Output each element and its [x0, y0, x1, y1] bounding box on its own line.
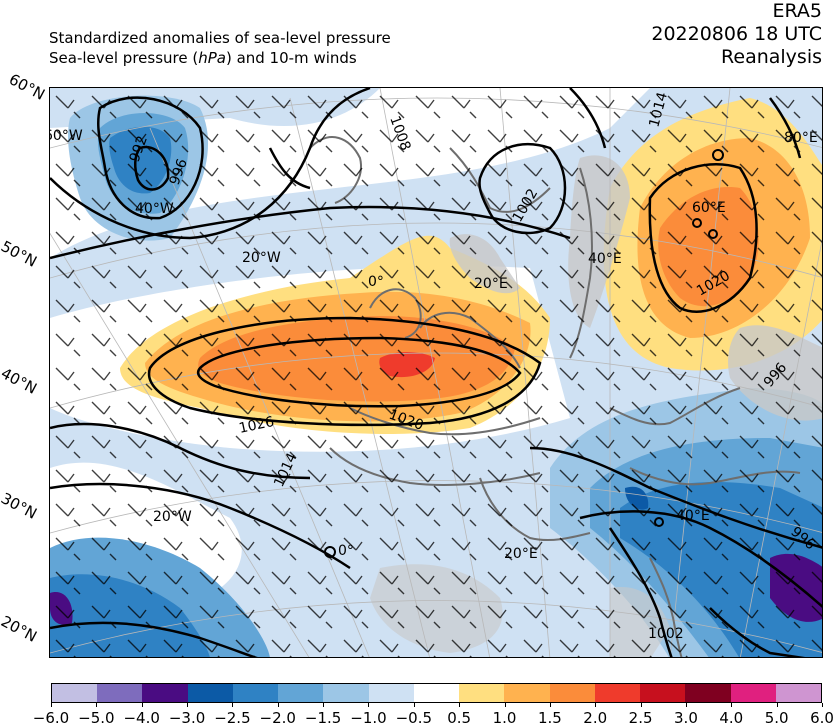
lon-label-60e: 60°E [692, 200, 726, 216]
colorbar-swatch [97, 684, 143, 702]
colorbar-swatch [187, 684, 233, 702]
colorbar-tick-mark [685, 703, 687, 707]
colorbar-tick-mark [822, 703, 823, 707]
product-type: Reanalysis [721, 46, 822, 68]
colorbar-tick-label: 3.0 [674, 709, 698, 727]
colorbar-swatch [52, 684, 98, 702]
chart-metadata: ERA5 20220806 18 UTC Reanalysis [651, 0, 822, 69]
colorbar-tick-label: −1.0 [350, 709, 387, 727]
map-canvas: 60°W 40°W 20°W 0° 20°E 40°E 60°E 80°E 20… [50, 88, 822, 657]
colorbar-tick-label: −2.5 [214, 709, 251, 727]
isobar-label-1026: 1026 [238, 414, 276, 437]
isobar-label-1002-south: 1002 [648, 626, 684, 642]
data-source: ERA5 [772, 0, 822, 22]
lon-label-40e-north: 40°E [588, 251, 622, 267]
colorbar-tick-mark [595, 703, 597, 707]
title-line-2: Sea-level pressure (hPa) and 10-m winds [49, 49, 357, 67]
lat-label-40n: 40°N [0, 364, 40, 398]
colorbar-swatch [549, 684, 595, 702]
colorbar-tick-label: −0.5 [395, 709, 433, 727]
lon-label-0-south: 0° [338, 543, 354, 559]
lon-label-20e-south: 20°E [504, 546, 538, 562]
colorbar-tick-label: −3.0 [168, 709, 206, 727]
colorbar-tick-mark [504, 703, 506, 707]
colorbar-tick-mark [776, 703, 778, 707]
colorbar-tick-mark [368, 703, 370, 707]
colorbar-tick-label: −1.5 [304, 709, 342, 727]
colorbar-tick-mark [187, 703, 189, 707]
colorbar-swatch [232, 684, 279, 702]
colorbar-tick-label: 0.5 [447, 709, 472, 727]
colorbar-swatch [323, 684, 369, 702]
colorbar-swatch [459, 684, 505, 702]
colorbar-tick-mark [96, 703, 98, 707]
colorbar-swatch [685, 684, 731, 702]
colorbar-swatch [775, 684, 821, 702]
colorbar-swatch [142, 684, 188, 702]
lon-label-80e: 80°E [784, 130, 818, 146]
colorbar-swatch [368, 684, 414, 702]
colorbar-tick-mark [277, 703, 279, 707]
colorbar-tick-label: −5.0 [78, 709, 115, 727]
colorbar [51, 683, 822, 703]
colorbar-tick-label: −2.0 [259, 709, 296, 727]
title-line-1: Standardized anomalies of sea-level pres… [49, 29, 391, 47]
colorbar-tick-mark [549, 703, 551, 707]
colorbar-tick-label: 4.0 [719, 709, 744, 727]
lat-label-20n: 20°N [0, 612, 40, 646]
colorbar-swatch [504, 684, 550, 702]
wind-barbs [50, 88, 822, 657]
colorbar-tick-mark [51, 703, 52, 707]
colorbar-tick-label: −6.0 [32, 709, 70, 727]
colorbar-tick-label: 2.0 [583, 709, 608, 727]
lat-label-50n: 50°N [0, 237, 40, 271]
colorbar-tick-label: −4.0 [123, 709, 160, 727]
colorbar-tick-mark [232, 703, 234, 707]
colorbar-tick-label: 1.0 [492, 709, 517, 727]
map-panel: 60°W 40°W 20°W 0° 20°E 40°E 60°E 80°E 20… [49, 87, 823, 658]
valid-time: 20220806 18 UTC [651, 23, 822, 45]
colorbar-tick-mark [459, 703, 461, 707]
lat-label-60n: 60°N [5, 70, 48, 104]
colorbar-tick-label: 2.5 [628, 709, 653, 727]
lon-label-0-north: 0° [368, 274, 384, 290]
lon-label-20w-north: 20°W [242, 250, 281, 266]
colorbar-swatch [594, 684, 641, 702]
lon-label-40w: 40°W [135, 201, 174, 217]
colorbar-swatch [640, 684, 686, 702]
colorbar-tick-mark [413, 703, 415, 707]
chart-title: Standardized anomalies of sea-level pres… [49, 28, 391, 68]
colorbar-tick-mark [323, 703, 325, 707]
lat-label-30n: 30°N [0, 489, 40, 523]
lon-label-60w: 60°W [50, 128, 83, 144]
colorbar-swatch [278, 684, 324, 702]
isobar-rings [324, 149, 724, 558]
colorbar-tick-label: 1.5 [537, 709, 562, 727]
colorbar-swatch [413, 684, 460, 702]
colorbar-tick-label: 5.0 [764, 709, 789, 727]
colorbar-tick-mark [640, 703, 642, 707]
colorbar-swatch [730, 684, 776, 702]
lon-label-20w-south: 20°W [153, 509, 192, 525]
colorbar-tick-mark [141, 703, 143, 707]
lon-label-40e-south: 40°E [676, 508, 710, 524]
colorbar-tick-mark [731, 703, 733, 707]
lon-label-20e-north: 20°E [474, 276, 508, 292]
colorbar-tick-label: 6.0 [810, 709, 834, 727]
